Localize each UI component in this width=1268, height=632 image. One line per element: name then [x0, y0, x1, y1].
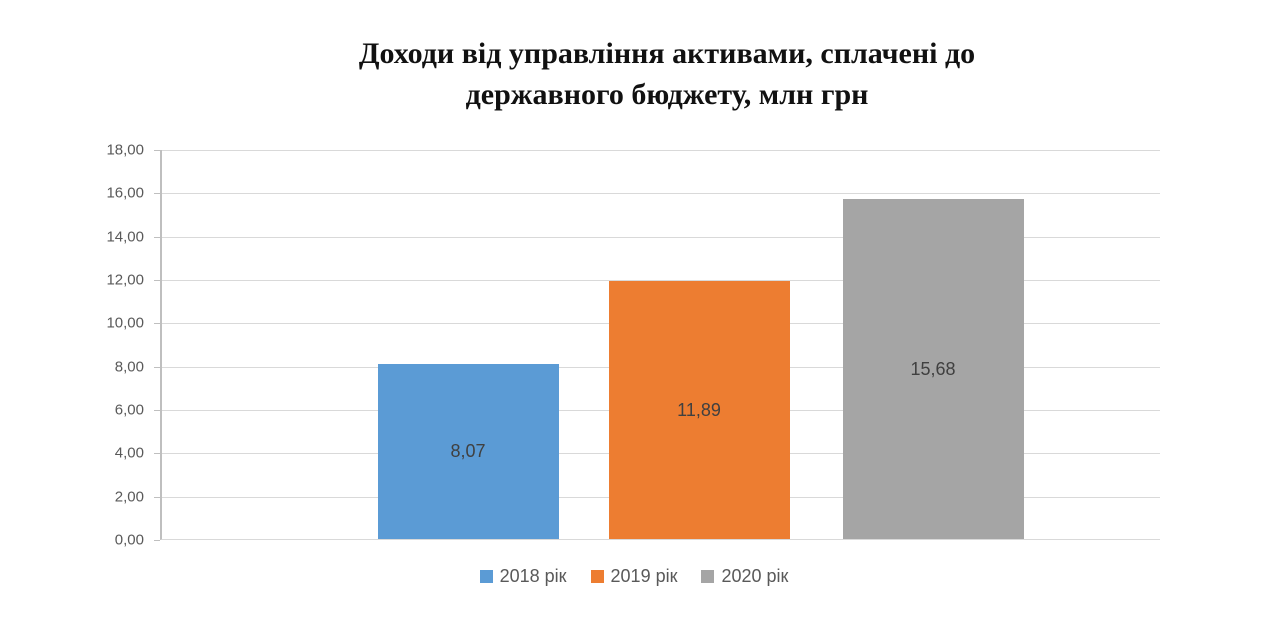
y-tick-mark — [154, 540, 160, 541]
gridline — [162, 150, 1160, 151]
y-tick-label: 6,00 — [114, 401, 144, 419]
y-tick-label: 8,00 — [114, 358, 144, 376]
legend-label-2018: 2018 рік — [499, 566, 567, 586]
y-tick-mark — [154, 410, 160, 411]
y-tick-mark — [154, 280, 160, 281]
chart-title: Доходи від управління активами, сплачені… — [80, 34, 1254, 115]
y-tick-label: 2,00 — [114, 488, 144, 506]
chart-title-line1: Доходи від управління активами, сплачені… — [358, 37, 976, 70]
gridline — [162, 280, 1160, 281]
plot-area: 8,07 11,89 15,68 — [160, 150, 1160, 540]
y-tick-mark — [154, 496, 160, 498]
y-tick-label: 16,00 — [106, 184, 144, 202]
legend-item-2018: 2018 рік — [479, 566, 567, 587]
bar-value-label: 11,89 — [677, 399, 721, 420]
chart-title-line2: державного бюджету, млн грн — [465, 77, 869, 111]
bar-2020: 15,68 — [842, 199, 1024, 539]
gridline — [162, 236, 1160, 238]
bar-value-label: 15,68 — [910, 358, 956, 379]
bar-2019: 11,89 — [608, 281, 790, 539]
bar-2018: 8,07 — [377, 364, 559, 539]
bar-value-label: 8,07 — [450, 441, 486, 462]
legend-swatch-2019 — [590, 570, 604, 583]
legend-swatch-2018 — [479, 570, 493, 583]
y-tick-mark — [154, 323, 160, 325]
y-tick-label: 12,00 — [106, 271, 144, 289]
y-tick-label: 10,00 — [106, 314, 144, 332]
y-tick-mark — [154, 193, 160, 195]
legend-item-2020: 2020 рік — [701, 566, 788, 587]
legend-swatch-2020 — [701, 570, 715, 583]
y-tick-label: 0,00 — [114, 531, 144, 549]
y-tick-mark — [154, 150, 160, 151]
legend: 2018 рік 2019 рік 2020 рік — [0, 566, 1268, 587]
y-tick-label: 4,00 — [114, 444, 144, 462]
y-tick-mark — [154, 366, 160, 368]
y-axis: 0,00 2,00 4,00 6,00 8,00 10,00 12,00 14,00 16,00… — [0, 142, 160, 549]
y-tick-mark — [154, 236, 160, 238]
y-tick-label: 14,00 — [106, 228, 144, 246]
gridline — [162, 193, 1160, 195]
legend-item-2019: 2019 рік — [590, 566, 678, 587]
y-tick-label: 18,00 — [106, 141, 144, 159]
y-tick-mark — [154, 453, 160, 455]
legend-label-2019: 2019 рік — [610, 566, 678, 586]
legend-label-2020: 2020 рік — [721, 566, 789, 586]
